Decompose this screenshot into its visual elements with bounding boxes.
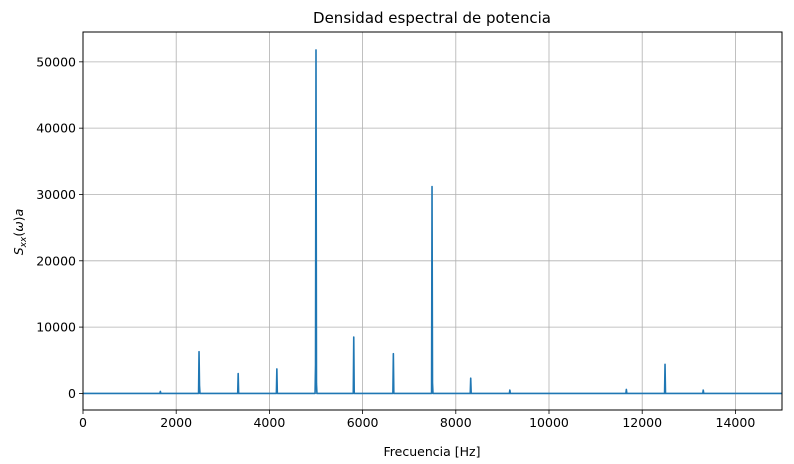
x-tick-label: 6000 xyxy=(347,415,379,430)
x-tick-label: 0 xyxy=(79,415,87,430)
grid-lines xyxy=(82,32,782,410)
series-layer xyxy=(83,49,782,395)
chart-title: Densidad espectral de potencia xyxy=(313,9,551,27)
y-tick-label: 30000 xyxy=(36,187,76,202)
x-tick-label: 10000 xyxy=(529,415,569,430)
y-tick-label: 0 xyxy=(68,386,76,401)
x-tick-label: 4000 xyxy=(253,415,285,430)
y-axis-label: Sxx(ω)a xyxy=(11,209,29,256)
x-axis-label: Frecuencia [Hz] xyxy=(384,444,481,459)
x-tick-label: 14000 xyxy=(716,415,756,430)
y-tick-label: 40000 xyxy=(36,121,76,136)
x-tick-label: 8000 xyxy=(440,415,472,430)
x-tick-label: 2000 xyxy=(160,415,192,430)
y-tick-label: 10000 xyxy=(36,320,76,335)
plot-frame xyxy=(82,31,783,411)
y-axis-ticks: 0 10000 20000 30000 40000 50000 xyxy=(36,54,83,401)
x-tick-label: 12000 xyxy=(622,415,662,430)
y-tick-label: 50000 xyxy=(36,54,76,69)
y-tick-label: 20000 xyxy=(36,253,76,268)
series-line-0 xyxy=(83,49,782,395)
x-axis-ticks: 0 2000 4000 6000 8000 10000 12000 14000 xyxy=(79,410,755,430)
